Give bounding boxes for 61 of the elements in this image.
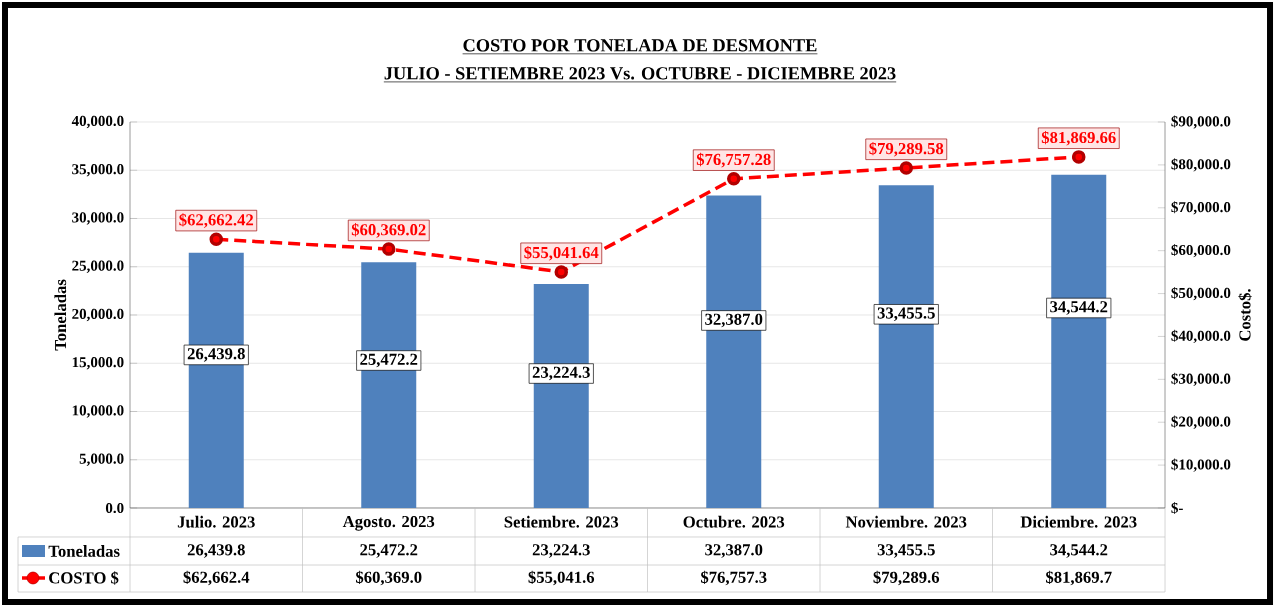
x-tick-label: Diciembre. 2023 — [1020, 515, 1137, 528]
point — [899, 161, 914, 175]
y2-tick-label: $70,000.0 — [1171, 201, 1231, 215]
data-label: 32,387.0 — [705, 544, 763, 558]
y2-tick-label: $60,000.0 — [1171, 244, 1231, 258]
point — [1072, 150, 1086, 164]
data-label: $62,662.42 — [179, 213, 254, 228]
y2-tick-label: $30,000.0 — [1171, 372, 1231, 386]
text: $81,869.7 — [1046, 570, 1112, 586]
text: $55,041.6 — [528, 570, 595, 586]
x-tick-label: Noviembre. 2023 — [845, 515, 967, 528]
x-tick-label: Octubre. 2023 — [683, 515, 785, 528]
text: 32,387.0 — [705, 313, 763, 328]
data-label: $81,869.66 — [1041, 130, 1116, 146]
y2-axis-title: Costo$. — [1238, 289, 1252, 341]
data-label: $76,757.28 — [696, 152, 771, 168]
x-tick-label: Julio. 2023 — [177, 515, 255, 528]
data-label: $55,041.64 — [524, 245, 599, 261]
y2-tick-label: $10,000.0 — [1171, 458, 1231, 472]
y-tick-label: 20,000.0 — [72, 308, 124, 322]
y2-tick-label: $90,000.0 — [1171, 115, 1231, 129]
text: $60,369.0 — [356, 570, 422, 586]
y-tick-label: 5,000.0 — [79, 453, 124, 466]
data-label: $60,369.02 — [351, 223, 426, 238]
point — [554, 265, 569, 279]
legend-label: Toneladas — [48, 545, 120, 557]
data-label: 34,544.2 — [1050, 544, 1108, 558]
text: 23,224.3 — [532, 366, 590, 381]
legend-label: COSTO $ — [49, 571, 119, 585]
data-label: 26,439.8 — [187, 544, 245, 558]
y2-tick-label: $40,000.0 — [1171, 329, 1231, 344]
text: $62,662.4 — [183, 570, 250, 586]
text: $79,289.6 — [873, 570, 940, 586]
chart-title: COSTO POR TONELADA DE DESMONTE — [463, 39, 817, 52]
data-label: $79,289.58 — [869, 141, 944, 157]
y-tick-label: 0.0 — [105, 502, 124, 514]
text: 26,439.8 — [187, 348, 245, 362]
x-tick-label: Agosto. 2023 — [342, 515, 435, 531]
y-tick-label: 10,000.0 — [72, 405, 124, 418]
data-label: 33,455.5 — [877, 544, 935, 558]
y2-tick-label: $20,000.0 — [1171, 415, 1231, 429]
point — [209, 232, 223, 246]
data-label: 23,224.3 — [532, 544, 590, 558]
text: 34,544.2 — [1050, 301, 1108, 315]
x-tick-label: Setiembre. 2023 — [504, 515, 619, 528]
y2-tick-label: $50,000.0 — [1171, 286, 1231, 301]
y-tick-label: 15,000.0 — [72, 357, 124, 370]
y-tick-label: 35,000.0 — [72, 164, 124, 177]
y-axis-title: Toneladas — [54, 279, 67, 351]
text: 25,472.2 — [360, 353, 418, 368]
y-tick-label: 30,000.0 — [72, 212, 124, 225]
y2-tick-label: $- — [1171, 501, 1183, 515]
point — [382, 242, 396, 256]
chart-subtitle: JULIO - SETIEMBRE 2023 Vs. OCTUBRE - DICIEMBRE 2023 — [384, 67, 896, 80]
y-tick-label: 40,000.0 — [71, 115, 124, 129]
text: $76,757.3 — [701, 570, 767, 586]
data-label: 25,472.2 — [360, 544, 418, 558]
y2-tick-label: $80,000.0 — [1171, 158, 1231, 172]
point — [727, 172, 741, 186]
text: 33,455.5 — [877, 307, 935, 322]
y-tick-label: 25,000.0 — [72, 260, 124, 273]
